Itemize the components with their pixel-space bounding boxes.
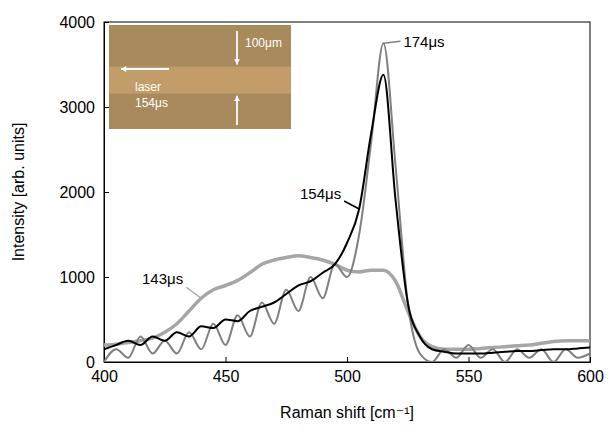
laser-arrow-head <box>121 66 126 72</box>
y-tick-label: 1000 <box>59 269 95 286</box>
y-tick-mark <box>104 22 109 23</box>
y-tick-label: 2000 <box>59 184 95 201</box>
inset-text: laser <box>135 80 161 94</box>
series-label: 154μs <box>300 185 341 202</box>
x-tick-mark <box>590 357 591 362</box>
series-line <box>104 43 590 362</box>
x-axis-title: Raman shift [cm⁻¹] <box>280 404 414 421</box>
y-tick: 4000 <box>59 14 109 31</box>
y-tick: 3000 <box>59 99 109 116</box>
series-label: 143μs <box>142 270 183 287</box>
x-tick-mark <box>469 357 470 362</box>
leader-line <box>186 287 201 298</box>
series-label: 174μs <box>403 33 444 50</box>
x-tick-label: 500 <box>334 368 361 385</box>
x-tick: 600 <box>577 357 604 385</box>
x-tick-label: 550 <box>456 368 483 385</box>
inset: 100μm laser 154μs <box>109 25 291 129</box>
leader-line <box>344 201 359 209</box>
leader-line <box>383 41 400 43</box>
inset-text: 154μs <box>135 96 168 110</box>
x-tick-mark <box>347 357 348 362</box>
x-tick: 500 <box>334 357 361 385</box>
y-tick-mark <box>104 107 109 108</box>
plot-frame <box>104 22 590 362</box>
x-axis: 400 450 500 550 600 <box>91 357 604 385</box>
x-tick-label: 450 <box>213 368 240 385</box>
x-tick: 450 <box>213 357 240 385</box>
x-tick: 550 <box>456 357 483 385</box>
y-tick-mark <box>104 362 109 363</box>
series-line <box>104 256 590 350</box>
x-tick-label: 600 <box>577 368 604 385</box>
y-tick-label: 4000 <box>59 14 95 31</box>
y-tick-mark <box>104 277 109 278</box>
chart: 400 450 500 550 600 0 1000 2000 3000 4000 Raman sh… <box>0 0 614 430</box>
scale-arrow-head <box>234 59 240 64</box>
y-tick: 2000 <box>59 184 109 201</box>
inset-text: 100μm <box>245 36 282 50</box>
y-axis-title: Intensity [arb. units] <box>10 123 27 262</box>
y-tick: 1000 <box>59 269 109 286</box>
x-tick-mark <box>226 357 227 362</box>
x-axis-line <box>105 357 591 363</box>
y-tick: 0 <box>86 354 109 371</box>
inset-track <box>109 67 291 94</box>
y-tick-label: 3000 <box>59 99 95 116</box>
laser-arrow <box>121 68 169 70</box>
y-axis: 0 1000 2000 3000 4000 <box>59 14 109 371</box>
scale-arrow-head <box>234 96 240 101</box>
lines <box>104 43 590 362</box>
x-tick-label: 400 <box>91 368 118 385</box>
y-tick-label: 0 <box>86 354 95 371</box>
y-axis-line <box>105 23 110 363</box>
inset-background <box>109 25 291 129</box>
y-tick-mark <box>104 192 109 193</box>
